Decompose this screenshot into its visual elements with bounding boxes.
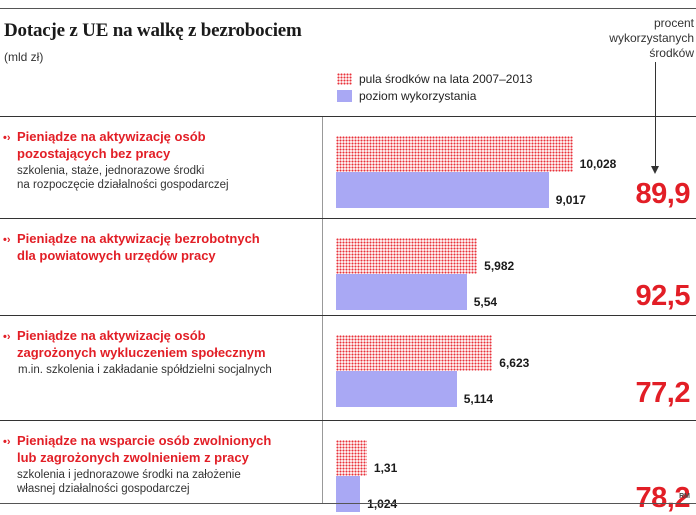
category-description: szkolenia i jednorazowe środki na założe… bbox=[17, 468, 241, 496]
category-title-line: •› Pieniądze na wsparcie osób zwolnionych bbox=[3, 433, 308, 450]
category-title-line: dla powiatowych urzędów pracy bbox=[3, 248, 308, 263]
data-label-used: 1,024 bbox=[367, 497, 398, 511]
legend-label: poziom wykorzystania bbox=[359, 88, 477, 103]
percent-used-value: 92,5 bbox=[635, 280, 691, 312]
data-label-pool: 6,623 bbox=[499, 356, 530, 370]
percent-column-header: procent wykorzystanych środków bbox=[560, 16, 694, 61]
legend-swatch-pool bbox=[337, 72, 352, 85]
category-title-text: lub zagrożonych zwolnieniem z pracy bbox=[17, 450, 249, 465]
category-title-text: zagrożonych wykluczeniem społecznym bbox=[17, 345, 266, 360]
percent-used-value: 78,2 bbox=[635, 482, 691, 514]
data-label-pool: 10,028 bbox=[579, 157, 617, 171]
bar-pool bbox=[336, 136, 573, 172]
data-label-used: 5,54 bbox=[473, 295, 498, 309]
category-title-line: pozostających bez pracy bbox=[3, 146, 308, 161]
bar-pool bbox=[336, 440, 367, 476]
category-title-text: Pieniądze na aktywizację osób bbox=[17, 129, 206, 144]
group-divider bbox=[322, 219, 323, 315]
unit-label: (mld zł) bbox=[4, 50, 44, 64]
legend-swatch-used bbox=[337, 89, 352, 102]
group-separator bbox=[0, 218, 696, 219]
category-description: szkolenia, staże, jednorazowe środki na r… bbox=[17, 164, 229, 192]
category-description-line: szkolenia i jednorazowe środki na założe… bbox=[17, 469, 241, 481]
category-title-line: •› Pieniądze na aktywizację osób bbox=[3, 129, 308, 146]
percent-used-value: 77,2 bbox=[635, 377, 691, 409]
group-divider bbox=[322, 117, 323, 218]
author-credit: RM bbox=[679, 493, 690, 500]
bar-used bbox=[336, 274, 467, 310]
legend-item-pool: pula środków na lata 2007–2013 bbox=[337, 70, 532, 87]
group-separator bbox=[0, 116, 696, 117]
bar-used bbox=[336, 172, 549, 208]
group-divider bbox=[322, 316, 323, 420]
category-title: •› Pieniądze na aktywizację osób pozostają… bbox=[3, 129, 308, 161]
group-separator bbox=[0, 315, 696, 316]
category-title-line: lub zagrożonych zwolnieniem z pracy bbox=[3, 450, 308, 465]
bar-used bbox=[336, 371, 457, 407]
category-title-text: Pieniądze na wsparcie osób zwolnionych bbox=[17, 433, 272, 448]
legend-item-used: poziom wykorzystania bbox=[337, 87, 532, 104]
arrow-down-icon bbox=[651, 166, 659, 174]
category-description-line: na rozpoczęcie działalności gospodarczej bbox=[17, 179, 229, 191]
category-description-line: m.in. szkolenia i zakładanie spółdzielni… bbox=[18, 364, 272, 376]
category-title-text: dla powiatowych urzędów pracy bbox=[17, 248, 216, 263]
category-title: •› Pieniądze na aktywizację osób zagrożony… bbox=[3, 328, 308, 360]
category-title-line: •› Pieniądze na aktywizację bezrobotnych bbox=[3, 231, 308, 248]
percent-header-line: wykorzystanych bbox=[609, 31, 694, 45]
bar-pool bbox=[336, 335, 493, 371]
category-title-line: zagrożonych wykluczeniem społecznym bbox=[3, 345, 308, 360]
percent-used-value: 89,9 bbox=[635, 178, 691, 210]
data-label-pool: 1,31 bbox=[373, 461, 398, 475]
category-title: •› Pieniądze na wsparcie osób zwolnionych… bbox=[3, 433, 308, 465]
category-description-line: szkolenia, staże, jednorazowe środki bbox=[17, 165, 205, 177]
group-divider bbox=[322, 421, 323, 503]
category-title-text: pozostających bez pracy bbox=[17, 146, 171, 161]
category-title: •› Pieniądze na aktywizację bezrobotnych d… bbox=[3, 231, 308, 263]
bar-used bbox=[336, 476, 361, 512]
data-label-used: 9,017 bbox=[555, 193, 586, 207]
category-title-text: Pieniądze na aktywizację bezrobotnych bbox=[17, 231, 260, 246]
chart-title: Dotacje z UE na walkę z bezrobociem bbox=[4, 20, 302, 41]
data-label-pool: 5,982 bbox=[484, 259, 515, 273]
category-title-text: Pieniądze na aktywizację osób bbox=[17, 328, 206, 343]
bottom-rule bbox=[0, 503, 696, 504]
category-description-line: własnej działalności gospodarczej bbox=[17, 483, 190, 495]
data-label-used: 5,114 bbox=[463, 392, 494, 406]
bullet-marker-icon: •› bbox=[3, 234, 11, 246]
category-description: m.in. szkolenia i zakładanie spółdzielni… bbox=[18, 363, 272, 377]
bullet-marker-icon: •› bbox=[3, 132, 11, 144]
group-separator bbox=[0, 420, 696, 421]
legend-label: pula środków na lata 2007–2013 bbox=[359, 71, 533, 86]
percent-header-line: procent bbox=[653, 16, 694, 30]
top-rule bbox=[0, 8, 696, 9]
bar-pool bbox=[336, 238, 478, 274]
category-title-line: •› Pieniądze na aktywizację osób bbox=[3, 328, 308, 345]
legend: pula środków na lata 2007–2013 poziom wy… bbox=[337, 70, 532, 104]
bullet-marker-icon: •› bbox=[3, 331, 11, 343]
percent-header-line: środków bbox=[649, 46, 694, 60]
bullet-marker-icon: •› bbox=[3, 436, 11, 448]
